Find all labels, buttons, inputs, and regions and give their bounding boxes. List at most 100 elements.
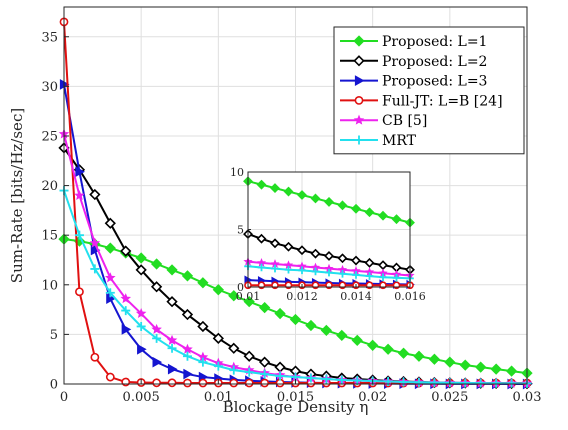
data-point (183, 378, 192, 388)
data-point (414, 377, 424, 387)
x-tick-label: 0.015 (277, 390, 314, 405)
data-point (351, 334, 363, 346)
data-point (243, 296, 255, 308)
data-point (74, 230, 84, 240)
inset-y-tick-label: 10 (230, 166, 244, 179)
data-point (228, 290, 240, 302)
data-point (104, 217, 116, 229)
data-point (197, 320, 209, 333)
x-tick-label: 0.03 (513, 390, 542, 405)
inset-data-point (392, 274, 401, 282)
data-point (260, 378, 270, 388)
data-point (259, 356, 271, 368)
data-point (166, 334, 178, 345)
data-point (229, 365, 239, 375)
inset-data-point (391, 214, 402, 225)
legend-entry: Proposed: L=3 (340, 74, 487, 90)
inset-data-point (284, 265, 293, 274)
data-point (244, 367, 254, 377)
data-point (320, 324, 332, 337)
data-point (444, 356, 456, 368)
inset-x-tick-label: 0.016 (394, 290, 426, 303)
data-point (260, 369, 270, 379)
data-point (336, 329, 348, 342)
data-point (121, 324, 132, 335)
inset-series-2 (243, 229, 415, 275)
x-tick-label: 0.005 (123, 390, 160, 405)
y-tick-label: 35 (41, 30, 58, 45)
legend-marker (353, 35, 365, 47)
data-point (135, 308, 147, 319)
legend-marker (353, 114, 365, 125)
data-point (166, 296, 178, 308)
data-point (74, 189, 85, 200)
data-point (121, 377, 131, 387)
data-point (399, 377, 409, 387)
inset-data-point (270, 183, 280, 194)
inset-data-point (271, 264, 279, 273)
data-point (75, 166, 85, 178)
inset-plot: 0.01 0.012 0.014 0.016 0 5 10 (230, 166, 426, 303)
inset-data-point (351, 255, 361, 266)
data-point (259, 301, 271, 314)
inset-data-point (364, 257, 375, 268)
data-point (243, 350, 255, 362)
legend-marker (354, 75, 365, 86)
data-point (150, 258, 163, 270)
inset-data-point (351, 203, 361, 214)
y-axis-title: Sum-Rate [bits/Hz/sec] (8, 108, 26, 283)
legend-box (333, 26, 525, 155)
data-point (167, 378, 177, 388)
data-point (182, 351, 192, 361)
x-axis-title: Blockage Density η (223, 398, 369, 416)
data-point (274, 307, 286, 320)
data-point (491, 378, 501, 388)
y-tick-label: 0 (50, 378, 58, 393)
inset-series-5 (243, 256, 415, 280)
inset-data-point (270, 238, 280, 249)
data-point (397, 347, 410, 359)
data-point (151, 323, 162, 334)
inset-data-point (256, 233, 267, 244)
inset-data-point (337, 253, 348, 264)
y-tick-label: 30 (41, 80, 58, 95)
legend: Proposed: L=1 Proposed: L=2 Proposed: L=3 F… (333, 26, 525, 155)
data-point (212, 284, 224, 296)
data-point (104, 242, 116, 254)
x-tick-label: 0 (60, 390, 68, 405)
inset-data-point (378, 210, 388, 221)
data-point (105, 372, 115, 382)
data-point (167, 343, 177, 353)
data-point (90, 244, 101, 256)
data-point (166, 264, 178, 276)
data-point (507, 378, 517, 388)
inset-data-point (257, 263, 266, 272)
data-point (136, 321, 146, 331)
data-point (289, 313, 302, 326)
data-point (197, 277, 209, 289)
inset-x-tick-label: 0.012 (286, 290, 318, 303)
legend-entry: Proposed: L=1 (340, 34, 487, 50)
data-point (89, 188, 101, 201)
inset-data-point (324, 196, 334, 207)
data-point (75, 287, 84, 297)
data-point (382, 343, 394, 355)
inset-y-tick-label: 0 (237, 281, 244, 294)
legend-marker (354, 135, 364, 145)
y-tick-label: 15 (41, 229, 58, 244)
inset-x-tick-label: 0.014 (340, 290, 372, 303)
legend-label: Proposed: L=3 (382, 74, 487, 90)
data-point (89, 237, 101, 248)
data-point (120, 245, 132, 257)
data-point (150, 281, 163, 293)
legend-entry: Full-JT: L=B [24] (340, 93, 503, 109)
data-point (198, 357, 208, 367)
main-tick-layer: 0 0.005 0.01 0.015 0.02 0.025 0.03051015202530… (41, 30, 541, 405)
legend-entry: CB [5] (340, 113, 427, 129)
x-tick-label: 0.01 (204, 390, 233, 405)
inset-data-point (283, 186, 294, 197)
inset-data-point (311, 267, 320, 276)
inset-data-point (256, 179, 267, 190)
data-point (135, 252, 147, 264)
